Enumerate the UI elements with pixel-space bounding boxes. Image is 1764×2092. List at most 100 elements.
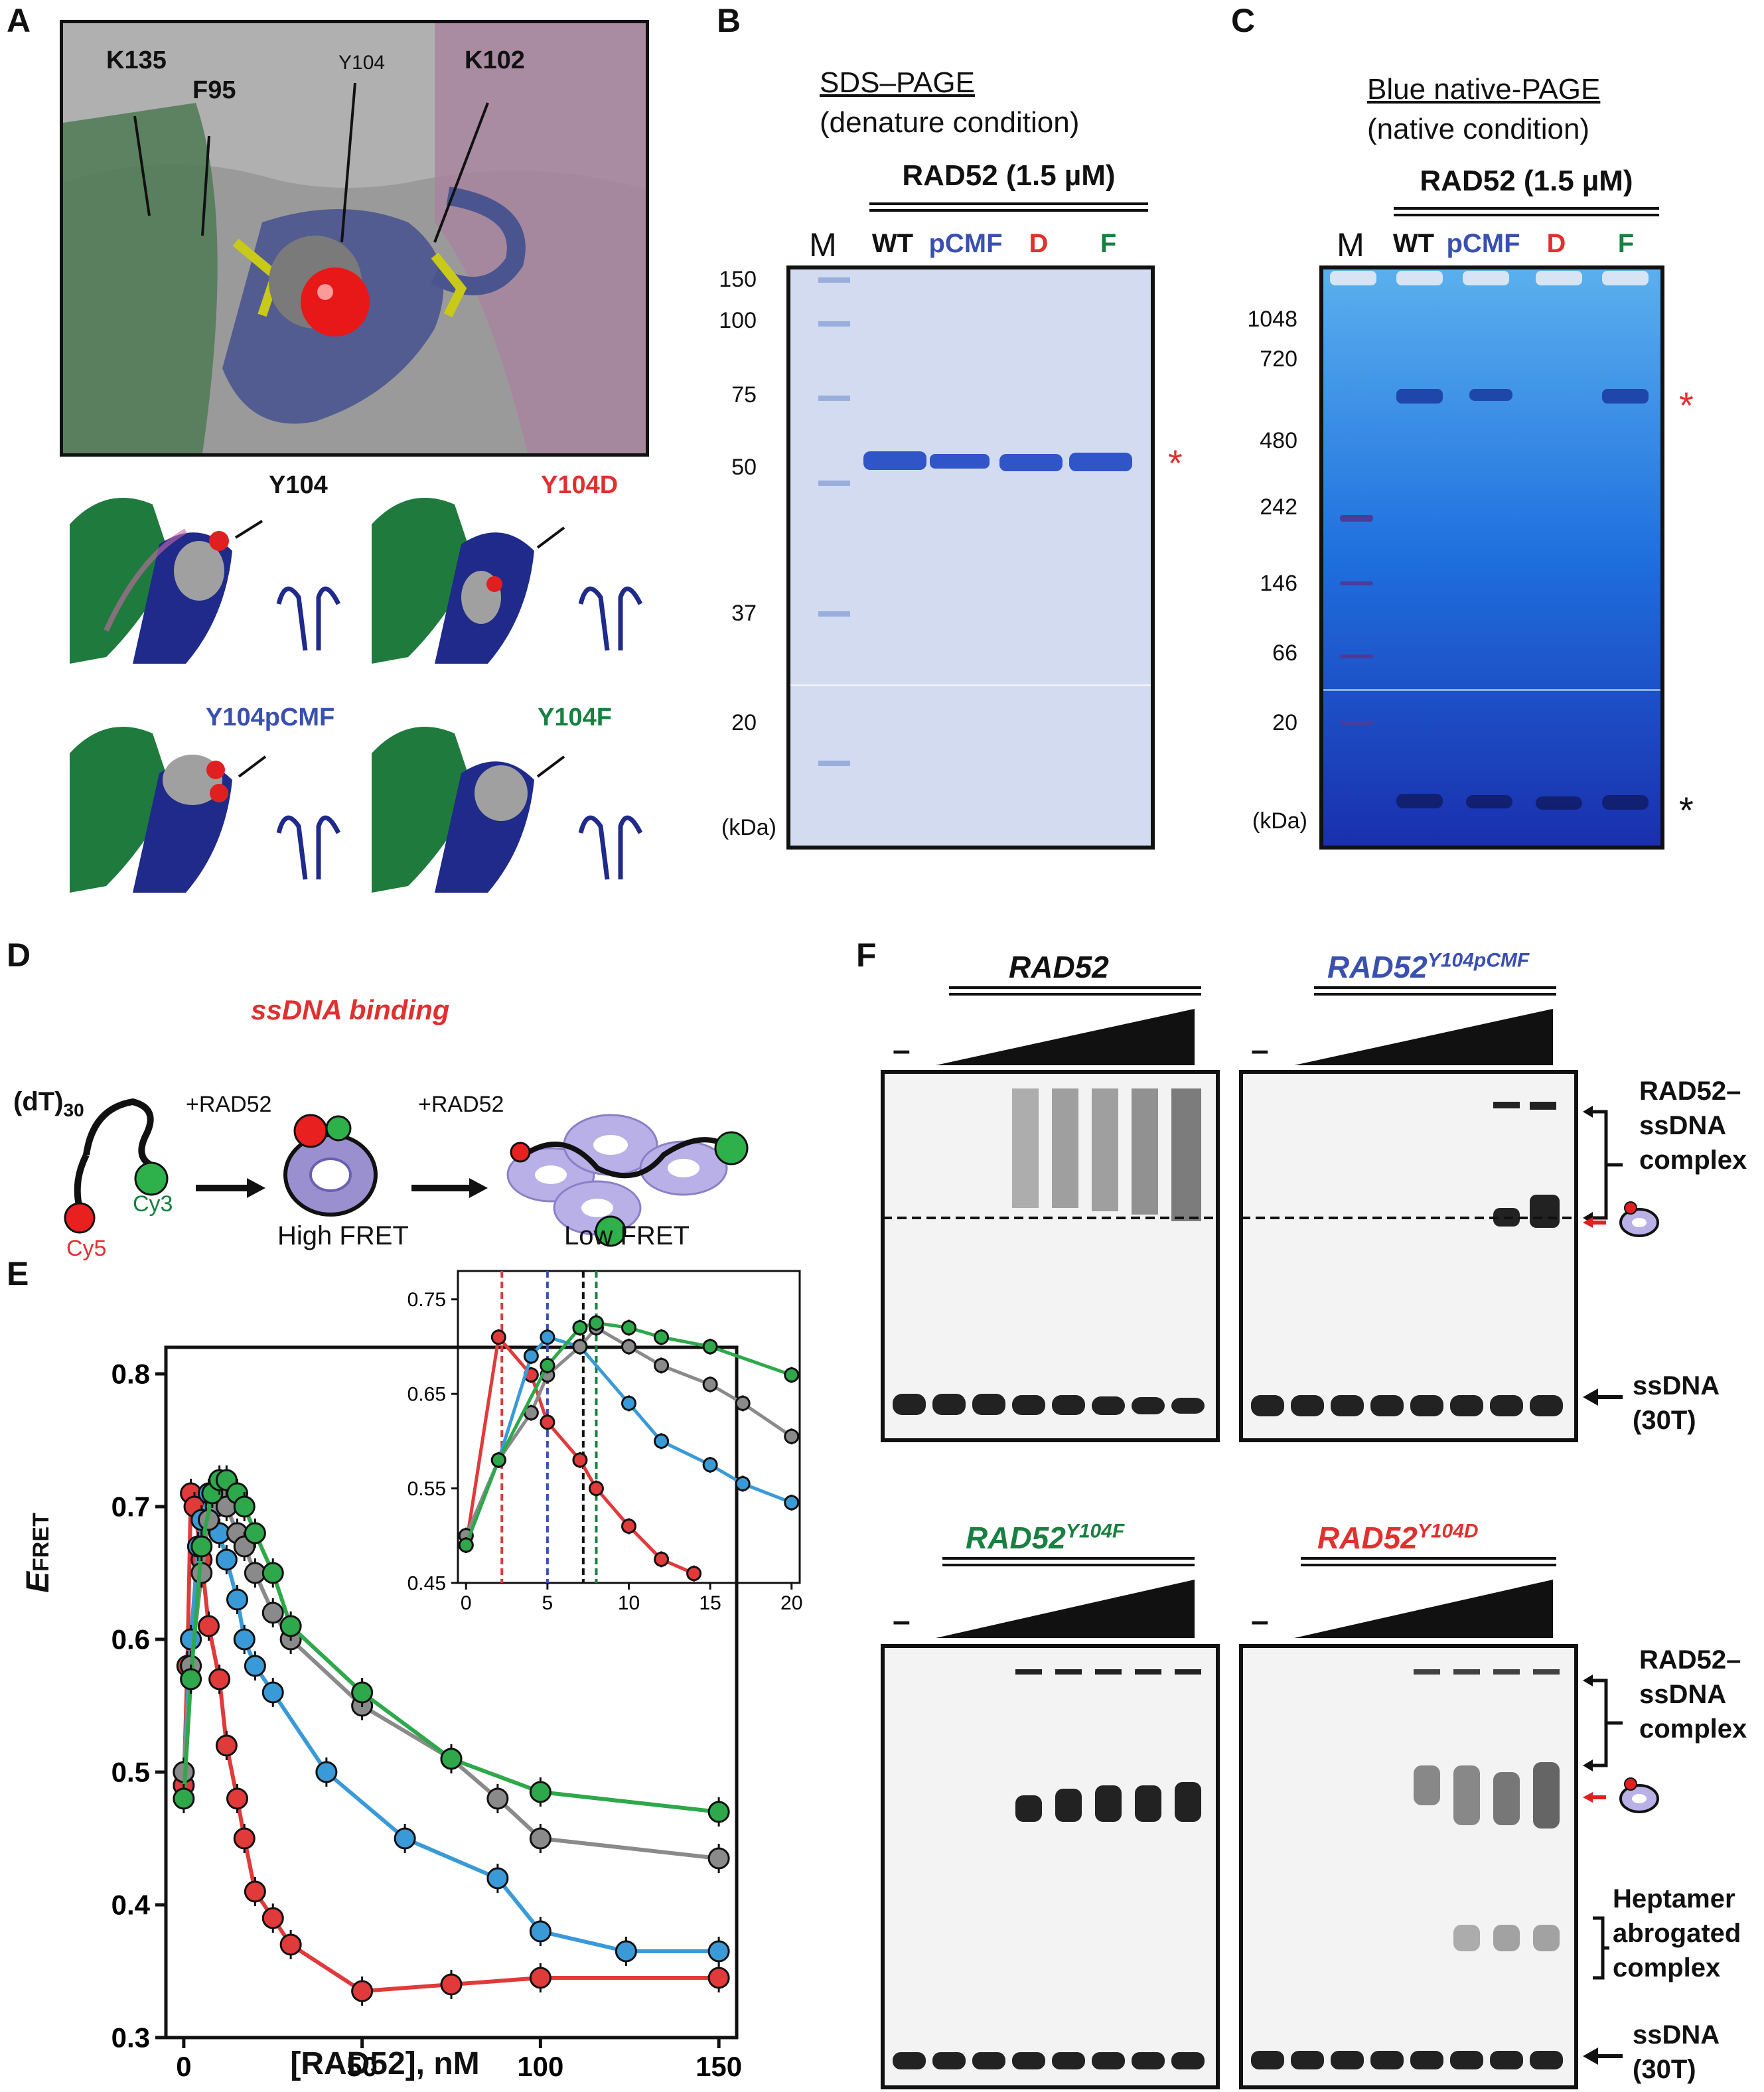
main-chart-ytick-label: 0.6 xyxy=(111,1624,150,1655)
main-chart-xtick-label: 50 xyxy=(346,2051,378,2082)
structure-main-view xyxy=(60,20,649,457)
inset-chart-point xyxy=(654,1357,670,1373)
ssdna-label-top: ssDNA (30T) xyxy=(1633,1369,1720,1438)
main-chart-point xyxy=(315,1761,338,1783)
variant-view-y104 xyxy=(66,468,345,670)
residue-label-y104: Y104 xyxy=(338,52,386,74)
sds-marker-75: 75 xyxy=(731,382,757,408)
panel-label-e: E xyxy=(7,1255,29,1292)
bn-gel xyxy=(1319,265,1664,850)
inset-chart-point xyxy=(588,1481,604,1497)
sds-page-subtitle: (denature condition) xyxy=(820,106,1080,139)
step1-label: +RAD52 xyxy=(186,1092,272,1117)
main-chart-point xyxy=(529,1781,551,1803)
bn-marker-720: 720 xyxy=(1260,346,1297,372)
main-chart-point xyxy=(486,1867,509,1890)
bn-lane-pcmf: pCMF xyxy=(1446,229,1520,258)
bn-page-title: Blue native-PAGE xyxy=(1367,73,1601,106)
bn-protein-label: RAD52 (1.5 µM) xyxy=(1420,165,1633,197)
main-chart-point xyxy=(261,1602,284,1624)
main-chart-ytick-label: 0.7 xyxy=(111,1491,150,1523)
ssdna-binding-title: ssDNA binding xyxy=(251,994,450,1025)
sds-marker-150: 150 xyxy=(719,267,757,292)
bn-marker-480: 480 xyxy=(1260,428,1297,453)
panel-label-a: A xyxy=(7,2,31,39)
bn-asterisk-red: * xyxy=(1679,384,1694,426)
ssdna-label-bottom-line2: (30T) xyxy=(1633,2055,1696,2084)
structure-main-image xyxy=(63,23,646,453)
inset-chart-point xyxy=(784,1428,800,1444)
dna-label: (dT)30 xyxy=(13,1087,84,1121)
panel-label-c: C xyxy=(1231,2,1256,39)
main-chart-point xyxy=(529,1827,551,1850)
bn-asterisk-black: * xyxy=(1679,789,1694,831)
main-chart-ytick-label: 0.3 xyxy=(111,2022,150,2054)
low-fret-label: Low FRET xyxy=(564,1221,690,1250)
cy3-label: Cy3 xyxy=(133,1191,173,1217)
panel-label-b: B xyxy=(717,2,741,39)
sds-gel xyxy=(786,265,1155,850)
sds-lane-pcmf: pCMF xyxy=(928,229,1003,258)
variant-label-y104f: Y104F xyxy=(538,704,612,731)
main-chart-series-line xyxy=(181,1491,719,1953)
main-chart-point xyxy=(351,1681,374,1704)
bn-lane-f: F xyxy=(1617,229,1635,258)
ssdna-label-top-line2: (30T) xyxy=(1633,1406,1696,1435)
panel-label-d: D xyxy=(7,936,31,974)
main-chart-frame xyxy=(164,1345,739,2040)
main-chart-point xyxy=(279,1933,302,1956)
inset-chart-point xyxy=(572,1452,588,1468)
sds-lane-bracket xyxy=(869,202,1148,212)
inset-chart-point xyxy=(588,1315,604,1331)
heptamer-label: Heptamer abrogated complex xyxy=(1613,1882,1741,1985)
main-chart-point xyxy=(233,1495,256,1518)
ssdna-label-bottom: ssDNA (30T) xyxy=(1633,2018,1720,2087)
bn-marker-20: 20 xyxy=(1272,710,1297,735)
inset-chart-point xyxy=(621,1339,636,1355)
inset-chart-point xyxy=(621,1395,636,1411)
inset-chart-point xyxy=(458,1537,474,1553)
emsa-minus-y104d: – xyxy=(1251,1604,1269,1639)
complex-label-bottom-line1: RAD52– xyxy=(1639,1645,1741,1675)
residue-label-k102: K102 xyxy=(465,46,525,74)
bn-marker-242: 242 xyxy=(1260,494,1297,520)
emsa-title-y104d-text: RAD52 xyxy=(1317,1521,1418,1555)
complex-label-bottom-line2: ssDNA xyxy=(1639,1680,1727,1709)
main-chart-xtick-label: 150 xyxy=(696,2051,742,2082)
heptamer-label-line1: Heptamer xyxy=(1613,1884,1735,1913)
complex-label-top: RAD52– ssDNA complex xyxy=(1639,1074,1747,1177)
bn-lane-d: D xyxy=(1546,229,1566,258)
emsa-title-pcmf-sup: Y104pCMF xyxy=(1427,949,1530,972)
complex-label-bottom: RAD52– ssDNA complex xyxy=(1639,1643,1747,1746)
step2-label: +RAD52 xyxy=(418,1092,504,1117)
ssdna-label-bottom-line1: ssDNA xyxy=(1633,2020,1720,2050)
inset-chart-point xyxy=(621,1519,636,1534)
sds-protein-label: RAD52 (1.5 µM) xyxy=(902,159,1116,192)
variant-label-y104pcmf: Y104pCMF xyxy=(206,704,335,731)
inset-chart-point xyxy=(490,1329,506,1345)
inset-chart-ytick-label: 0.65 xyxy=(407,1384,446,1406)
inset-chart-point xyxy=(702,1339,718,1355)
inset-chart-point xyxy=(523,1348,539,1364)
main-chart-point xyxy=(198,1615,220,1637)
emsa-minus-pcmf: – xyxy=(1251,1033,1269,1068)
main-chart-point xyxy=(279,1615,302,1637)
main-chart-point xyxy=(244,1655,266,1677)
inset-chart-point xyxy=(621,1319,636,1335)
bn-lane-wt: WT xyxy=(1392,229,1435,258)
variant-label-y104d: Y104D xyxy=(541,471,619,499)
sds-marker-20: 20 xyxy=(731,710,757,735)
sds-asterisk: * xyxy=(1168,442,1183,484)
emsa-minus-wt: – xyxy=(893,1033,911,1068)
bn-marker-1048: 1048 xyxy=(1247,307,1297,332)
main-chart-point xyxy=(486,1787,509,1810)
inset-chart-xtick-label: 10 xyxy=(618,1592,640,1614)
complex-label-top-line1: RAD52– xyxy=(1639,1077,1741,1106)
variant-view-y104f xyxy=(368,697,647,899)
inset-chart-point xyxy=(735,1475,751,1491)
sds-lane-wt: WT xyxy=(871,229,914,258)
complex-label-top-line2: ssDNA xyxy=(1639,1111,1727,1140)
sds-unit-label: (kDa) xyxy=(721,815,776,840)
main-chart-point xyxy=(244,1880,266,1903)
inset-chart-xtick-label: 0 xyxy=(461,1592,472,1614)
